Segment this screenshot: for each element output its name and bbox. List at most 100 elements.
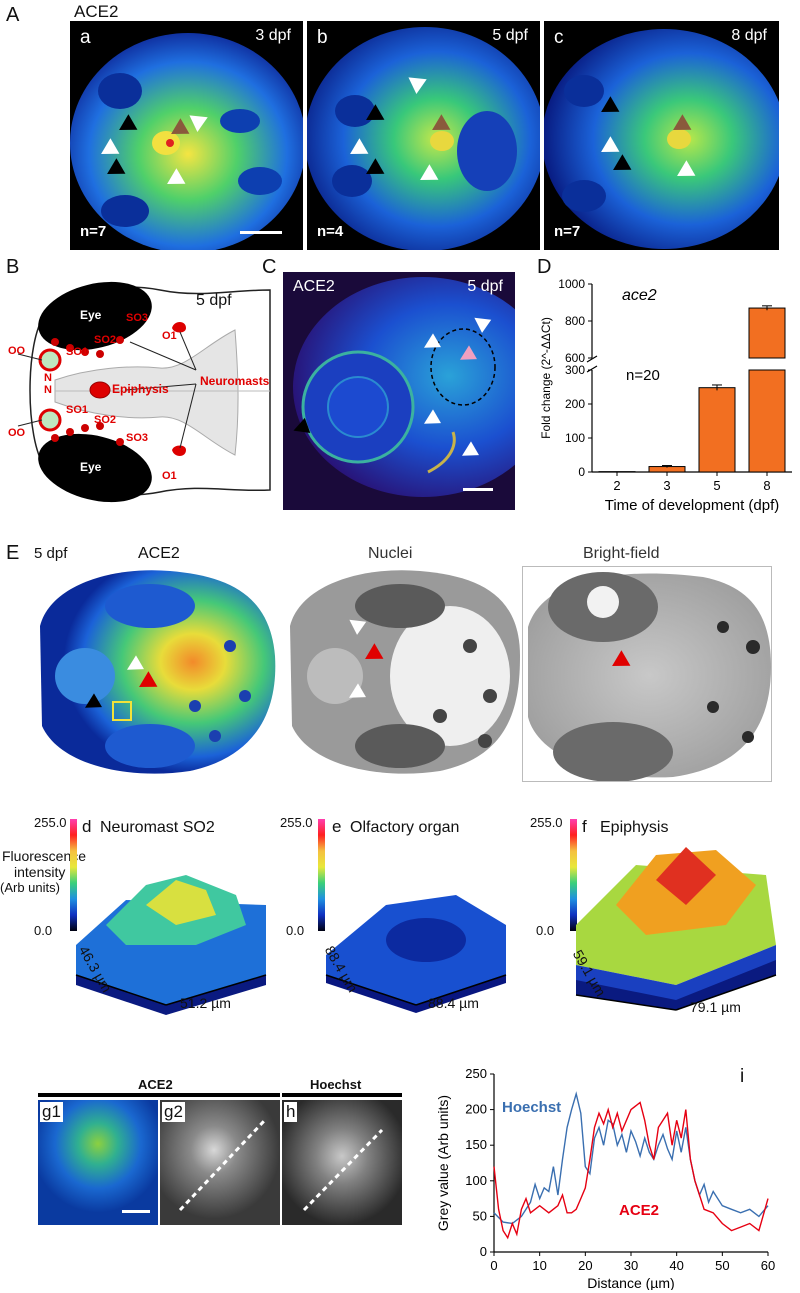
micrograph-a-image	[70, 21, 303, 250]
label-so2-top: SO2	[94, 334, 117, 346]
micrograph-b-image	[307, 21, 540, 250]
micrograph-e-ace2: a	[30, 566, 278, 780]
colorbar	[70, 819, 77, 931]
micrograph-a-3dpf: a 3 dpf n=7	[70, 21, 303, 250]
micrograph-g2: g2	[160, 1100, 280, 1225]
label-so1-bottom: SO1	[66, 404, 89, 416]
sample-size: n=4	[317, 223, 344, 240]
series-line	[493, 1101, 769, 1240]
sub-label: h	[284, 1102, 298, 1122]
x-tick-label: 30	[624, 1258, 638, 1273]
colorbar-max: 255.0	[530, 815, 563, 830]
line-chart: 0 50 100 150 200 250 0 10 20 30 40 50 60 Hoechst ACE2 D…	[435, 1066, 775, 1290]
hoechst-bar	[282, 1093, 402, 1097]
label-so3-top: SO3	[126, 312, 149, 324]
surface-ylabel-2: intensity	[14, 864, 66, 880]
x-tick-label: 5	[713, 478, 720, 493]
y-tick-label: 100	[465, 1173, 487, 1188]
legend-hoechst: Hoechst	[502, 1099, 561, 1116]
axis-break-mark	[586, 355, 598, 363]
x-tick-label: 3	[663, 478, 670, 493]
micrograph-c-lateral: ACE2 5 dpf	[283, 272, 515, 510]
scale-bar	[240, 231, 282, 234]
x-tick-label: 8	[763, 478, 770, 493]
scale-bar	[463, 488, 493, 491]
label-oo-top: OO	[8, 345, 26, 357]
stage-label: 3 dpf	[255, 27, 291, 44]
sample-size: n=7	[80, 223, 107, 240]
ace2-bar	[38, 1093, 280, 1097]
stage-label: 8 dpf	[731, 27, 767, 44]
y-tick-label: 100	[565, 431, 585, 445]
eye-label-bottom: Eye	[80, 460, 102, 474]
sub-label: g2	[162, 1102, 185, 1122]
sub-label: a	[40, 572, 50, 591]
label-epiphysis: Epiphysis	[112, 382, 169, 396]
stage-label: 5 dpf	[492, 27, 528, 44]
panel-a-letter: A	[6, 4, 20, 26]
micrograph-e-nuclei: b	[280, 566, 520, 780]
dimension-x: 51.2 µm	[180, 995, 231, 1011]
surface-plot-f: 255.0 0.0 f Epiphysis 59.1 µm 79.1 µm	[530, 815, 790, 1015]
colorbar-min: 0.0	[536, 923, 555, 938]
micrograph-g1: g1	[38, 1100, 158, 1225]
dimension-x: 88.4 µm	[428, 995, 479, 1011]
surface-ylabel-3: (Arb units)	[0, 880, 60, 895]
chart-title: ace2	[622, 287, 657, 304]
colorbar-max: 255.0	[280, 815, 313, 830]
n-label: n=20	[626, 367, 660, 384]
e-brightfield-image	[528, 572, 771, 781]
surface-sub: f	[582, 817, 587, 836]
y-tick-label: 800	[565, 314, 585, 328]
colorbar-max: 255.0	[34, 815, 67, 830]
sub-label: b	[317, 27, 328, 48]
label-o1-bottom: O1	[162, 470, 177, 482]
y-axis-label: Fold change (2^-ΔΔCt)	[539, 317, 553, 439]
legend-ace2: ACE2	[619, 1202, 659, 1219]
label-so2-bottom: SO2	[94, 414, 117, 426]
panel-e-title-c: Bright-field	[583, 545, 660, 562]
label-neuromasts: Neuromasts	[200, 374, 270, 388]
colorbar-min: 0.0	[286, 923, 305, 938]
x-tick-label: 0	[490, 1258, 497, 1273]
surface-sub: d	[82, 817, 92, 836]
panel-a-marker: ACE2	[74, 2, 119, 21]
bar	[748, 307, 786, 359]
micrograph-c-image	[544, 21, 779, 250]
surface-title: Neuromast SO2	[100, 819, 215, 836]
x-tick-label: 40	[669, 1258, 683, 1273]
panel-e-stage: 5 dpf	[34, 545, 68, 562]
surface-3d	[575, 847, 777, 1011]
bar	[748, 369, 786, 473]
y-axis-label: Grey value (Arb units)	[435, 1095, 451, 1231]
label-o1-top: O1	[162, 330, 177, 342]
dimension-x: 79.1 µm	[690, 999, 741, 1015]
surface-plot-e: 255.0 0.0 e Olfactory organ 88.4 µm 88.4…	[280, 815, 530, 1015]
surface-3d	[75, 875, 267, 1015]
label-oo-bottom: OO	[8, 427, 26, 439]
bar	[698, 387, 736, 473]
stage-label: 5 dpf	[467, 278, 503, 295]
y-tick-label: 1000	[558, 277, 585, 291]
sub-label: a	[80, 27, 91, 48]
x-axis-label: Distance (µm)	[587, 1275, 674, 1290]
panel-d-letter: D	[537, 256, 552, 278]
x-tick-label: 2	[613, 478, 620, 493]
eye-label-top: Eye	[80, 308, 102, 322]
e-ace2-image	[40, 570, 276, 774]
label-n-top: N	[44, 372, 52, 384]
scale-bar	[122, 1210, 150, 1213]
panel-b-letter: B	[6, 256, 20, 278]
y-tick-label: 200	[465, 1102, 487, 1117]
label-n-bottom: N	[44, 384, 52, 396]
micrograph-c-8dpf: c 8 dpf n=7	[544, 21, 779, 250]
y-tick-label: 50	[473, 1208, 487, 1223]
panel-c-letter: C	[262, 256, 277, 278]
schematic-stage: 5 dpf	[196, 292, 232, 309]
sub-label: b	[290, 572, 300, 591]
panel-e-title-b: Nuclei	[368, 545, 413, 562]
label-so1-top: SO1	[66, 346, 89, 358]
y-tick-label: 600	[565, 351, 585, 365]
lateral-image	[283, 272, 515, 510]
